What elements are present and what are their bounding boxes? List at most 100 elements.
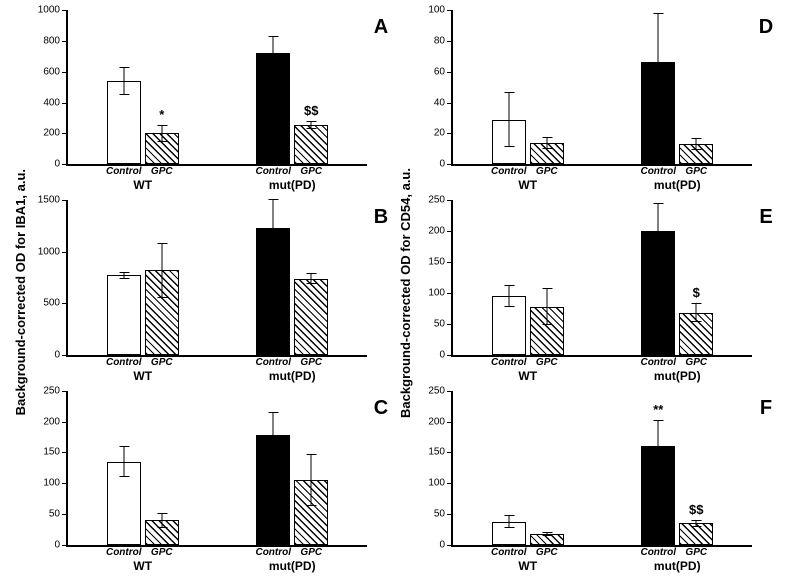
y-tick-label: 20 [434, 128, 453, 139]
bar: GPC [679, 10, 713, 164]
x-tick-label: GPC [536, 355, 558, 368]
y-tick-label: 50 [434, 509, 453, 520]
error-bar [658, 203, 659, 259]
significance-marker: ** [653, 402, 663, 417]
error-bar [508, 92, 509, 148]
bar: Control [256, 10, 290, 164]
y-tick-label: 150 [428, 447, 453, 458]
bar-group: mut(PD)ControlGPC [218, 391, 368, 545]
significance-marker: * [159, 107, 164, 122]
group-label: WT [518, 559, 537, 573]
bar-group: WTControlGPC [453, 391, 603, 545]
panel-label-E: E [756, 200, 776, 384]
panel-label-D: D [756, 10, 776, 194]
group-label: mut(PD) [269, 369, 316, 383]
error-bar [311, 454, 312, 506]
panel-B: 050010001500WTControlGPCmut(PD)ControlGP… [34, 200, 367, 384]
bars-row: WTControl*GPCmut(PD)Control$$GPC [68, 10, 367, 164]
plot-area: 02004006008001000WTControl*GPCmut(PD)Con… [66, 10, 367, 166]
y-tick-label: 500 [43, 298, 68, 309]
error-bar [696, 138, 697, 150]
x-tick-label: GPC [685, 355, 707, 368]
y-tick-label: 0 [54, 539, 68, 550]
y-tick-label: 60 [434, 66, 453, 77]
y-tick-label: 0 [54, 159, 68, 170]
x-tick-label: Control [640, 355, 676, 368]
panel-D: 020406080100WTControlGPCmut(PD)ControlGP… [419, 10, 752, 194]
bar: $GPC [679, 200, 713, 354]
y-tick-label: 0 [54, 349, 68, 360]
y-tick-label: 50 [434, 318, 453, 329]
error-bar [546, 532, 547, 536]
bar: Control [492, 200, 526, 354]
panel-F: 050100150200250WTControlGPCmut(PD)**Cont… [419, 391, 752, 575]
bars-row: WTControlGPCmut(PD)ControlGPC [68, 391, 367, 545]
y-tick-label: 200 [43, 416, 68, 427]
bar: Control [641, 10, 675, 164]
y-tick-label: 200 [428, 416, 453, 427]
bar: $$GPC [679, 391, 713, 545]
bar-group: mut(PD)Control$GPC [603, 200, 753, 354]
x-tick-label: GPC [300, 545, 322, 558]
bar-group: WTControlGPC [453, 10, 603, 164]
y-tick-label: 1500 [38, 195, 68, 206]
significance-marker: $$ [689, 502, 703, 517]
y-tick-label: 40 [434, 97, 453, 108]
bar: Control [107, 200, 141, 354]
bar-group: WTControlGPC [453, 200, 603, 354]
error-bar [123, 272, 124, 278]
bar: Control [107, 391, 141, 545]
y-tick-label: 50 [49, 509, 68, 520]
y-tick-label: 250 [428, 385, 453, 396]
bar: Control [492, 10, 526, 164]
bar: GPC [530, 10, 564, 164]
bars-row: WTControlGPCmut(PD)**Control$$GPC [453, 391, 752, 545]
error-bar [311, 121, 312, 129]
y-axis-label-left: Background-corrected OD for IBA1, a.u. [10, 10, 30, 575]
bar: GPC [145, 200, 179, 354]
y-tick-label: 600 [43, 66, 68, 77]
group-label: WT [133, 369, 152, 383]
x-tick-label: Control [106, 355, 142, 368]
x-tick-label: GPC [536, 545, 558, 558]
x-tick-label: Control [491, 545, 527, 558]
y-tick-label: 0 [439, 349, 453, 360]
y-tick-label: 400 [43, 97, 68, 108]
x-tick-label: Control [640, 164, 676, 177]
panel-label-B: B [371, 200, 391, 384]
x-tick-label: Control [255, 545, 291, 558]
bar: GPC [530, 391, 564, 545]
group-label: WT [518, 178, 537, 192]
x-tick-label: Control [640, 545, 676, 558]
y-tick-label: 1000 [38, 246, 68, 257]
error-bar [123, 67, 124, 95]
y-tick-label: 150 [43, 447, 68, 458]
error-bar [508, 515, 509, 527]
bar-group: mut(PD)ControlGPC [603, 10, 753, 164]
error-bar [696, 520, 697, 527]
bar: Control [492, 391, 526, 545]
bar-group: WTControlGPC [68, 391, 218, 545]
bar-rect [294, 125, 328, 164]
y-tick-label: 200 [43, 128, 68, 139]
error-bar [658, 420, 659, 472]
panel-label-F: F [756, 391, 776, 575]
x-tick-label: Control [491, 164, 527, 177]
error-bar [123, 446, 124, 477]
error-bar [696, 303, 697, 322]
y-tick-label: 100 [428, 478, 453, 489]
bar-rect [107, 275, 141, 354]
y-tick-label: 1000 [38, 5, 68, 16]
x-tick-label: Control [255, 355, 291, 368]
group-label: WT [133, 559, 152, 573]
plot-area: 050010001500WTControlGPCmut(PD)ControlGP… [66, 200, 367, 356]
x-tick-label: GPC [536, 164, 558, 177]
y-tick-label: 0 [439, 159, 453, 170]
y-tick-label: 100 [428, 5, 453, 16]
y-tick-label: 800 [43, 35, 68, 46]
y-tick-label: 200 [428, 226, 453, 237]
plot-area: 050100150200250WTControlGPCmut(PD)Contro… [451, 200, 752, 356]
bar: GPC [294, 200, 328, 354]
x-tick-label: GPC [685, 545, 707, 558]
x-tick-label: GPC [300, 355, 322, 368]
